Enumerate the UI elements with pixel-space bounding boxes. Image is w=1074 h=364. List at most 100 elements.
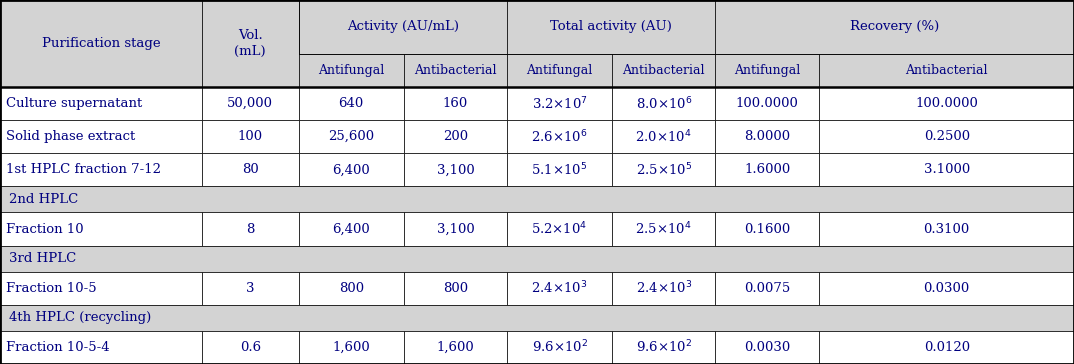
Bar [715, 331, 819, 364]
Bar [0, 153, 202, 186]
Bar [299, 272, 404, 305]
Text: Total activity (AU): Total activity (AU) [550, 20, 672, 33]
Bar [612, 87, 715, 120]
Text: Activity (AU/mL): Activity (AU/mL) [347, 20, 459, 33]
Bar [612, 213, 715, 246]
Bar [299, 153, 404, 186]
Text: 50,000: 50,000 [228, 97, 273, 110]
Text: 9.6×10$^2$: 9.6×10$^2$ [636, 339, 692, 356]
Bar [404, 153, 507, 186]
Text: Fraction 10-5: Fraction 10-5 [6, 282, 97, 295]
Text: 3rd HPLC: 3rd HPLC [9, 252, 76, 265]
Bar [715, 54, 819, 87]
Text: 9.6×10$^2$: 9.6×10$^2$ [532, 339, 587, 356]
Bar [507, 331, 612, 364]
Bar [0, 186, 1074, 213]
Bar [0, 120, 202, 153]
Text: 200: 200 [442, 130, 468, 143]
Text: 3.1000: 3.1000 [924, 163, 970, 176]
Text: 1st HPLC fraction 7-12: 1st HPLC fraction 7-12 [6, 163, 161, 176]
Bar [404, 54, 507, 87]
Bar [612, 120, 715, 153]
Bar [612, 54, 715, 87]
Text: 100: 100 [237, 130, 263, 143]
Text: 2.6×10$^6$: 2.6×10$^6$ [532, 128, 587, 145]
Text: 6,400: 6,400 [332, 222, 371, 236]
Bar [507, 87, 612, 120]
Bar [404, 272, 507, 305]
Text: 80: 80 [242, 163, 259, 176]
Bar [819, 213, 1074, 246]
Text: 3: 3 [246, 282, 255, 295]
Text: 0.3100: 0.3100 [924, 222, 970, 236]
Bar [404, 87, 507, 120]
Text: 0.0300: 0.0300 [924, 282, 970, 295]
Text: 25,600: 25,600 [329, 130, 374, 143]
Bar [0, 305, 1074, 331]
Text: Antifungal: Antifungal [526, 64, 593, 77]
Text: 5.2×10$^4$: 5.2×10$^4$ [532, 221, 587, 237]
Text: 1,600: 1,600 [332, 341, 371, 354]
Bar [507, 153, 612, 186]
Bar [612, 331, 715, 364]
Text: 0.2500: 0.2500 [924, 130, 970, 143]
Text: 5.1×10$^5$: 5.1×10$^5$ [532, 162, 587, 178]
Text: Fraction 10-5-4: Fraction 10-5-4 [6, 341, 110, 354]
Bar [404, 213, 507, 246]
Text: Antifungal: Antifungal [735, 64, 800, 77]
Text: Fraction 10: Fraction 10 [6, 222, 84, 236]
Bar [0, 87, 202, 120]
Bar [404, 331, 507, 364]
Bar [819, 54, 1074, 87]
Bar [299, 54, 404, 87]
Bar [819, 272, 1074, 305]
Text: Recovery (%): Recovery (%) [850, 20, 940, 33]
Text: 2.5×10$^4$: 2.5×10$^4$ [636, 221, 692, 237]
Text: 0.6: 0.6 [240, 341, 261, 354]
Bar [0, 213, 202, 246]
Text: 0.0120: 0.0120 [924, 341, 970, 354]
Text: 3,100: 3,100 [436, 163, 475, 176]
Bar [507, 0, 715, 54]
Text: Antifungal: Antifungal [318, 64, 384, 77]
Bar [507, 272, 612, 305]
Bar [299, 87, 404, 120]
Text: 640: 640 [338, 97, 364, 110]
Text: Vol.
(mL): Vol. (mL) [234, 29, 266, 58]
Text: 2.4×10$^3$: 2.4×10$^3$ [636, 280, 692, 297]
Text: 2nd HPLC: 2nd HPLC [9, 193, 77, 206]
Bar [202, 331, 299, 364]
Bar [715, 272, 819, 305]
Bar [0, 272, 202, 305]
Bar [202, 0, 299, 87]
Bar [404, 120, 507, 153]
Bar [0, 331, 202, 364]
Bar [202, 272, 299, 305]
Bar [715, 0, 1074, 54]
Bar [715, 213, 819, 246]
Bar [202, 120, 299, 153]
Text: 3.2×10$^7$: 3.2×10$^7$ [532, 95, 587, 112]
Bar [715, 120, 819, 153]
Text: Culture supernatant: Culture supernatant [6, 97, 143, 110]
Bar [299, 331, 404, 364]
Bar [0, 246, 1074, 272]
Text: 100.0000: 100.0000 [915, 97, 978, 110]
Text: 800: 800 [338, 282, 364, 295]
Bar [612, 153, 715, 186]
Text: Antibacterial: Antibacterial [623, 64, 705, 77]
Text: Antibacterial: Antibacterial [415, 64, 496, 77]
Text: 3,100: 3,100 [436, 222, 475, 236]
Bar [0, 0, 202, 87]
Text: 8.0×10$^6$: 8.0×10$^6$ [636, 95, 692, 112]
Text: Antibacterial: Antibacterial [905, 64, 988, 77]
Text: 800: 800 [442, 282, 468, 295]
Text: 100.0000: 100.0000 [736, 97, 799, 110]
Text: 8: 8 [246, 222, 255, 236]
Text: 1,600: 1,600 [436, 341, 475, 354]
Text: 4th HPLC (recycling): 4th HPLC (recycling) [9, 311, 150, 324]
Text: 8.0000: 8.0000 [744, 130, 790, 143]
Text: Purification stage: Purification stage [42, 37, 160, 50]
Text: 2.0×10$^4$: 2.0×10$^4$ [636, 128, 692, 145]
Bar [819, 87, 1074, 120]
